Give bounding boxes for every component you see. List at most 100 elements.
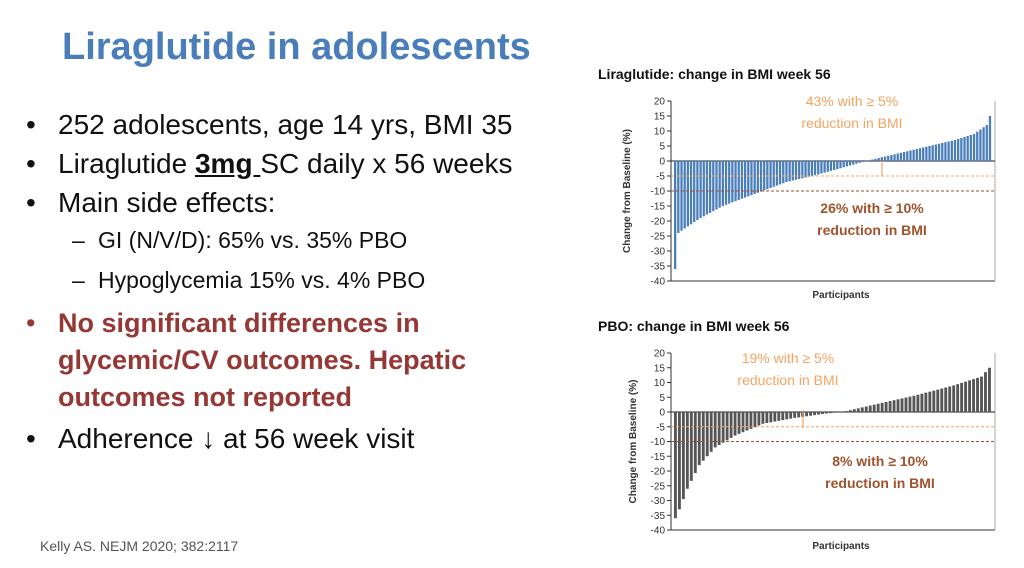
pbo-bar (848, 410, 852, 412)
lira-bar (702, 161, 705, 217)
lira-bar (680, 161, 683, 231)
lira-bar (807, 161, 810, 177)
lira-bar (737, 161, 740, 200)
lira-bar (953, 140, 957, 161)
lira-bar (941, 143, 944, 161)
lira-bar (957, 139, 960, 161)
lira-bar (740, 161, 744, 199)
lira-bar (931, 145, 934, 161)
bullet-marker: • (26, 187, 36, 218)
dose-highlight: 3mg (194, 148, 261, 179)
lira-bar (801, 161, 804, 179)
lira-bar (826, 161, 829, 172)
lira-bar (982, 127, 985, 161)
lira-bar (833, 161, 836, 170)
pbo-bar (705, 412, 709, 457)
lira-bar (674, 161, 677, 269)
lira-bar (708, 161, 712, 213)
pbo-bar (789, 412, 793, 419)
lira-bar (731, 161, 734, 203)
pbo-bar (817, 412, 820, 415)
slide-title: Liraglutide in adolescents (62, 26, 531, 68)
citation: Kelly AS. NEJM 2020; 382:2117 (40, 538, 239, 554)
lira-bar (976, 131, 979, 161)
pbo-y-tick-label: 20 (654, 349, 666, 360)
lira-bar (820, 161, 823, 174)
lira-bar (947, 141, 950, 161)
pbo-bar (725, 412, 729, 441)
pbo-bar (809, 412, 813, 416)
pbo-bar (872, 404, 876, 413)
lira-bar (836, 161, 839, 170)
lira-bar (896, 153, 899, 161)
lira-bar (829, 161, 833, 171)
lira-bar (972, 134, 976, 161)
lira-bar (890, 155, 893, 161)
pbo-bar (805, 412, 809, 417)
pbo-y-tick-label: -20 (651, 467, 666, 478)
pbo-bar (785, 412, 789, 420)
lira-bar (750, 161, 753, 196)
lira-bar (925, 146, 928, 161)
lira-x-axis-label: Participants (812, 290, 870, 301)
pbo-bar (737, 412, 741, 434)
sub-bullet-gi: – GI (N/V/D): 65% vs. 35% PBO (22, 225, 582, 255)
pbo-bar (880, 402, 884, 412)
lira-bar (683, 161, 686, 229)
pbo-bar (844, 411, 848, 412)
lira-bar (689, 161, 693, 225)
pbo-bar (924, 392, 928, 412)
pbo-bar (988, 367, 991, 412)
bullet-marker: • (26, 109, 36, 140)
pbo-bar (741, 412, 745, 433)
pbo-bar (940, 388, 944, 412)
pbo-bar (956, 384, 960, 412)
pbo-bar (829, 412, 832, 414)
pbo-y-tick-label: -35 (651, 511, 666, 522)
lira-bar (902, 152, 906, 161)
bullet-marker: • (26, 423, 36, 454)
lira-bar (937, 143, 941, 161)
bullet-text: Main side effects: (58, 187, 276, 218)
lira-bar (852, 161, 855, 165)
lira-y-tick-label: -30 (651, 247, 666, 258)
lira-bar (791, 161, 794, 181)
pbo-bar (916, 394, 920, 412)
bullet-text-post: SC daily x 56 weeks (260, 148, 513, 179)
pbo-y-tick-label: 5 (659, 393, 665, 404)
pbo-bar (674, 412, 677, 519)
lira-bar (988, 116, 992, 161)
pbo-y-tick-label: -5 (656, 422, 665, 433)
pbo-bar (713, 412, 717, 448)
lira-bar (817, 161, 820, 175)
pbo-y-tick-label: -10 (651, 437, 666, 448)
bullet-cohort: • 252 adolescents, age 14 yrs, BMI 35 (22, 108, 582, 142)
pbo-bar (948, 386, 952, 412)
pbo-y-tick-label: 0 (659, 408, 665, 419)
lira-bar (979, 129, 982, 161)
pbo-bar (980, 376, 983, 412)
lira-bar (718, 161, 721, 208)
bullet-dosing: • Liraglutide 3mg SC daily x 56 weeks (22, 147, 582, 181)
pbo-y-tick-label: -15 (651, 452, 666, 463)
lira-bar (985, 125, 988, 161)
lira-bar (845, 161, 849, 167)
pbo-bar (876, 403, 880, 412)
pbo-bar (709, 412, 713, 452)
pbo-y-tick-label: 10 (654, 378, 666, 389)
lira-bar (922, 147, 925, 161)
bullet-text: No significant differences in glycemic/C… (58, 308, 467, 412)
pbo-bar (753, 412, 757, 428)
pbo-bar (968, 380, 972, 412)
pbo-y-tick-label: 15 (654, 363, 666, 374)
pbo-bar (821, 412, 824, 415)
lira-bar (909, 150, 912, 161)
lira-y-tick-label: -35 (651, 262, 666, 273)
lira-bar (848, 161, 852, 166)
pbo-bar (860, 407, 864, 412)
pbo-bar (797, 412, 801, 418)
pbo-bar (864, 406, 868, 412)
bullet-list: • 252 adolescents, age 14 yrs, BMI 35 • … (22, 108, 582, 461)
lira-bar (747, 161, 750, 197)
sub-bullet-text: GI (N/V/D): 65% vs. 35% PBO (98, 227, 408, 253)
